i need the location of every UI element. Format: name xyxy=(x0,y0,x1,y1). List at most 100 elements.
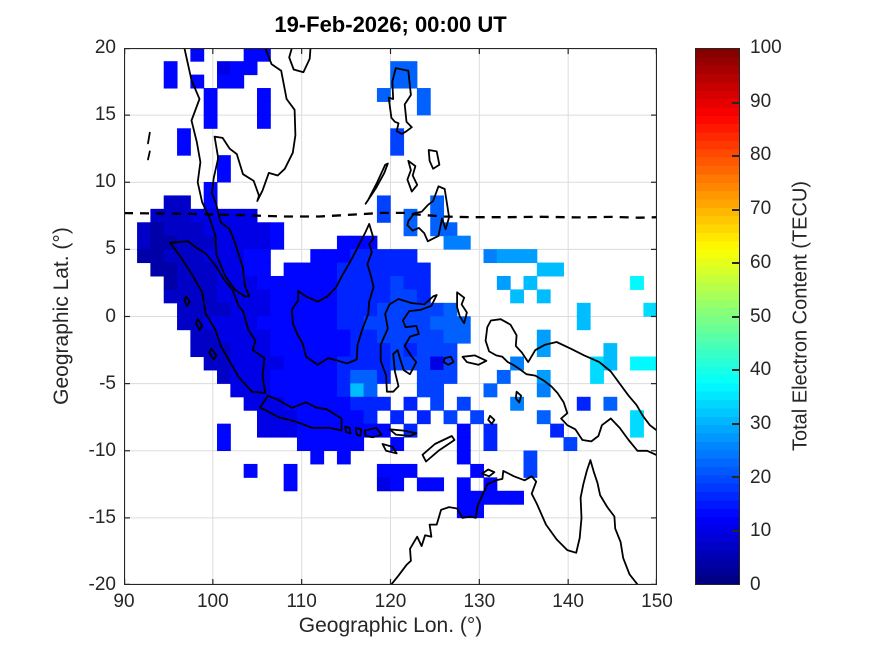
tec-cell xyxy=(177,128,191,143)
x-tick-label: 120 xyxy=(374,591,407,612)
coastline-sumbawa xyxy=(363,427,383,439)
tec-cell xyxy=(310,369,325,384)
tec-cell xyxy=(363,423,378,438)
colorbar-tick-label: 90 xyxy=(750,90,772,112)
tec-cell xyxy=(376,275,391,290)
tec-cell xyxy=(483,437,498,452)
tec-cell xyxy=(270,275,285,290)
tec-cell xyxy=(416,383,431,398)
tec-cell xyxy=(363,302,378,317)
colorbar-tick-label: 40 xyxy=(750,359,772,381)
colorbar-tick-mark xyxy=(732,422,739,425)
tec-cell xyxy=(283,262,298,277)
tec-cell xyxy=(296,423,311,438)
tec-cell xyxy=(243,249,258,264)
tec-cell xyxy=(336,302,351,317)
tec-cell xyxy=(416,302,431,317)
tec-cell xyxy=(363,396,378,411)
tec-cell xyxy=(550,423,564,438)
tec-cell xyxy=(323,423,338,438)
tec-cell xyxy=(310,450,325,465)
tec-cell xyxy=(296,316,311,331)
tec-cell xyxy=(536,410,551,425)
tec-cell xyxy=(163,275,178,290)
tec-cell xyxy=(190,329,205,344)
tec-cell xyxy=(390,249,405,264)
tec-cell xyxy=(416,275,431,290)
tec-cell xyxy=(190,222,205,237)
tec-cell xyxy=(230,343,245,358)
tec-cell xyxy=(190,262,205,277)
tec-cell xyxy=(416,316,431,331)
tec-cell xyxy=(163,195,178,210)
tec-cell xyxy=(257,289,271,304)
tec-cell xyxy=(483,249,498,264)
tec-cell xyxy=(350,410,365,425)
tec-cell xyxy=(536,329,551,344)
colorbar-tick-mark xyxy=(732,369,739,371)
tec-cell xyxy=(416,410,431,425)
colorbar-tick-mark xyxy=(732,476,739,478)
tec-cell xyxy=(217,61,231,76)
tec-cell xyxy=(177,249,191,264)
tec-cell xyxy=(323,343,338,358)
tec-cell xyxy=(336,235,351,250)
colorbar-tick-mark xyxy=(732,315,739,318)
tec-cell xyxy=(323,275,338,290)
coastline-new-guinea xyxy=(484,318,657,457)
tec-cell xyxy=(217,437,231,452)
plot-area xyxy=(124,48,657,585)
tec-cell xyxy=(203,182,218,196)
tec-cell xyxy=(203,356,218,371)
tec-cell xyxy=(203,114,218,129)
tec-cell xyxy=(270,235,285,250)
tec-cell xyxy=(217,155,231,170)
tec-cell xyxy=(230,316,245,331)
coastline-buru xyxy=(442,355,455,366)
tec-cell xyxy=(150,235,165,250)
coastline-mindanao xyxy=(406,185,450,243)
tec-cell xyxy=(217,168,231,183)
tec-cell xyxy=(456,437,471,452)
tec-cell xyxy=(283,369,298,384)
tec-cell xyxy=(416,88,431,102)
tec-cell xyxy=(403,61,418,76)
tec-cell xyxy=(270,343,285,358)
tec-cell xyxy=(403,275,418,290)
colorbar-tick-label: 0 xyxy=(750,574,761,595)
tec-cell xyxy=(257,410,271,425)
tec-cell xyxy=(376,302,391,317)
coastline-bali xyxy=(344,425,352,435)
tec-cell xyxy=(243,235,258,250)
tec-cell xyxy=(416,262,431,277)
tec-cell xyxy=(350,437,365,452)
tec-cell xyxy=(296,275,311,290)
tec-cell xyxy=(243,302,258,317)
tec-cell xyxy=(283,423,298,438)
y-tick-label: -20 xyxy=(88,574,116,595)
coastline-andaman-1 xyxy=(147,131,151,145)
tec-cell xyxy=(323,383,338,398)
tec-cell xyxy=(217,316,231,331)
tec-cell xyxy=(363,343,378,358)
tec-cell xyxy=(163,74,178,89)
coastline-sumba xyxy=(381,443,398,455)
tec-cell xyxy=(350,249,365,264)
tec-cell xyxy=(230,74,245,89)
tec-cell xyxy=(217,249,231,264)
tec-cell xyxy=(323,262,338,277)
coastline-hainan xyxy=(288,48,312,74)
tec-cell xyxy=(150,208,165,223)
tec-cell xyxy=(390,329,405,344)
plot-title: 19-Feb-2026; 00:00 UT xyxy=(274,12,507,37)
tec-cell xyxy=(217,222,231,237)
tec-cell xyxy=(510,249,524,264)
y-tick-label: 10 xyxy=(94,171,116,193)
tec-cell xyxy=(403,289,418,304)
tec-cell xyxy=(270,396,285,411)
colorbar-tick-mark xyxy=(732,155,739,157)
tec-cell xyxy=(403,343,418,358)
tec-cell xyxy=(243,48,258,62)
tec-cell xyxy=(603,343,618,358)
